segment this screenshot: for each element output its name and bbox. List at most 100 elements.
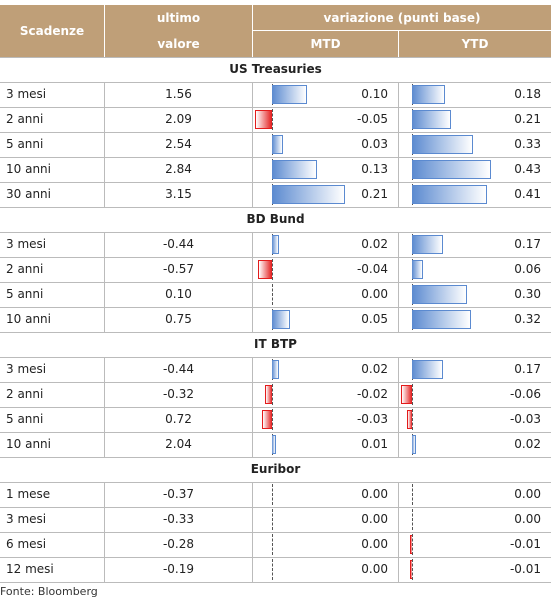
data-bar [255,110,273,129]
header-cell: YTD [461,37,489,51]
row-label: 10 anni [6,312,51,326]
row-border [0,232,551,233]
header-cell: MTD [310,37,341,51]
data-bar [410,535,412,554]
col-border [252,307,253,332]
cell-value: 2.84 [165,162,192,176]
row-label: 5 anni [6,412,44,426]
section-title: US Treasuries [229,62,322,76]
cell-value: -0.03 [356,412,388,426]
col-border [398,307,399,332]
data-bar [412,260,424,279]
zero-axis [272,509,274,530]
col-border [252,182,253,207]
row-border [0,432,551,433]
zero-axis [272,384,274,405]
col-border [398,532,399,557]
data-bar [261,410,273,429]
col-border [104,507,105,532]
cell-value: 0.32 [514,312,541,326]
col-border [252,507,253,532]
row-label: 5 anni [6,137,44,151]
row-label: 5 anni [6,287,44,301]
row-border [0,82,551,83]
cell-value: -0.03 [509,412,541,426]
cell-value: 0.33 [514,137,541,151]
cell-value: -0.44 [162,362,195,376]
cell-value: -0.01 [509,537,541,551]
data-bar [412,85,446,104]
row-label: 1 mese [6,487,51,501]
cell-value: 0.17 [514,237,541,251]
cell-value: 0.00 [514,487,541,501]
header-divider [252,5,253,57]
zero-axis [412,409,414,430]
cell-value: 3.15 [165,187,192,201]
col-border [104,357,105,382]
cell-value: 1.56 [165,87,192,101]
zero-axis [272,109,274,130]
data-bar [412,160,491,179]
cell-value: -0.44 [162,237,195,251]
data-bar [272,85,307,104]
col-border [104,557,105,582]
row-label: 12 mesi [6,562,54,576]
col-border [104,407,105,432]
col-border [398,507,399,532]
row-border [0,107,551,108]
data-bar [410,560,412,579]
zero-axis [272,534,274,555]
col-border [104,532,105,557]
col-border [398,482,399,507]
cell-value: 0.03 [361,137,388,151]
data-bar [272,435,276,454]
data-bar [401,385,413,404]
col-border [104,107,105,132]
col-border [252,532,253,557]
col-border [252,357,253,382]
cell-value: -0.02 [356,387,388,401]
col-border [398,407,399,432]
cell-value: -0.05 [356,112,388,126]
row-border [0,407,551,408]
row-border [0,357,551,358]
cell-value: 0.43 [514,162,541,176]
col-border [398,432,399,457]
cell-value: 0.21 [514,112,541,126]
col-border [104,432,105,457]
header-cell: Scadenze [19,24,85,38]
cell-value: 0.41 [514,187,541,201]
col-border [252,432,253,457]
cell-value: -0.57 [162,262,195,276]
row-border [0,507,551,508]
zero-axis [412,484,414,505]
row-label: 2 anni [6,112,44,126]
row-label: 3 mesi [6,87,47,101]
col-border [104,282,105,307]
row-label: 3 mesi [6,512,47,526]
col-border [252,557,253,582]
cell-value: 0.00 [361,487,388,501]
zero-axis [412,534,414,555]
cell-value: 0.02 [361,237,388,251]
cell-value: -0.19 [162,562,195,576]
data-bar [272,310,290,329]
cell-value: 0.30 [514,287,541,301]
cell-value: 0.17 [514,362,541,376]
data-bar [412,360,444,379]
zero-axis [272,559,274,580]
footer: Fonte: Bloomberg [0,585,98,598]
col-border [104,132,105,157]
row-border [0,182,551,183]
col-border [252,382,253,407]
data-bar [412,285,468,304]
cell-value: -0.04 [356,262,388,276]
row-border [0,57,551,58]
cell-value: 0.05 [361,312,388,326]
col-border [104,157,105,182]
data-bar [272,235,280,254]
col-border [104,257,105,282]
col-border [398,382,399,407]
section-title: BD Bund [246,212,305,226]
col-border [398,157,399,182]
